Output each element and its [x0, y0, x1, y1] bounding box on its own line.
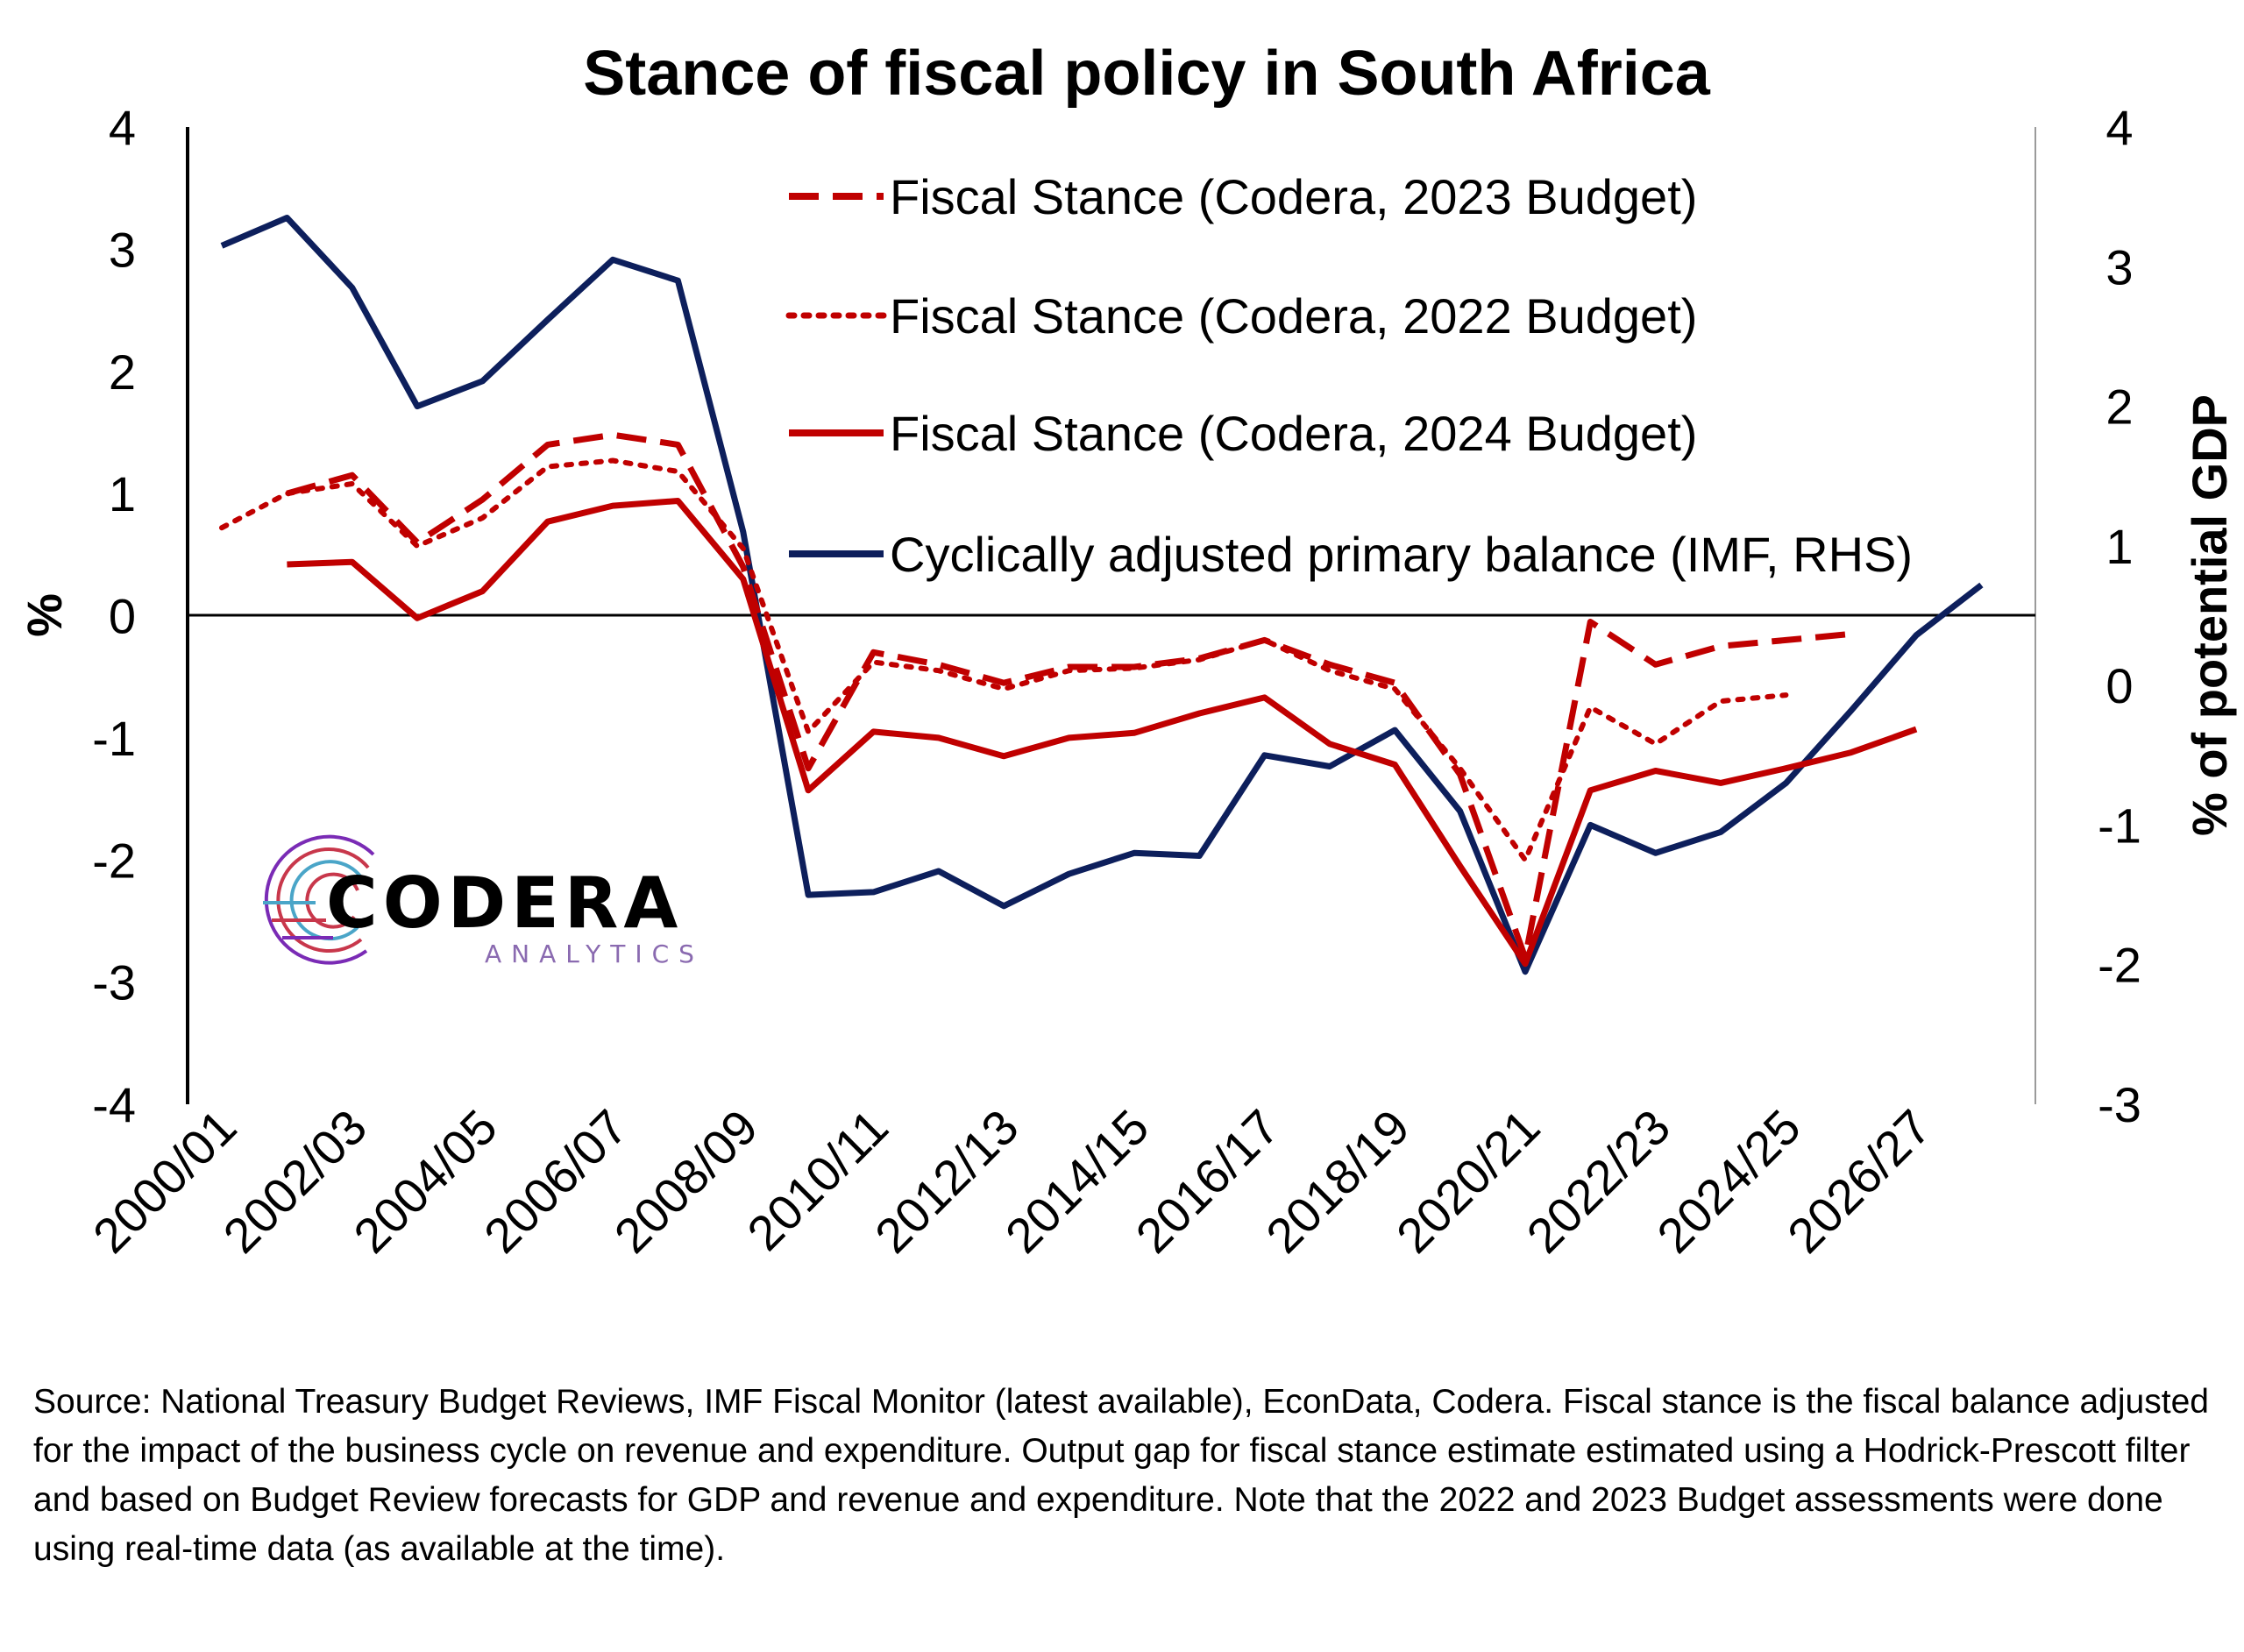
- x-tick-label: 2022/23: [1516, 1099, 1680, 1264]
- x-tick-label: 2002/03: [212, 1099, 377, 1264]
- x-tick-label: 2016/17: [1125, 1099, 1289, 1264]
- series-line: [219, 457, 1789, 863]
- legend-label: Fiscal Stance (Codera, 2023 Budget): [890, 169, 1697, 224]
- series-line: [220, 215, 1984, 975]
- legend-label: Cyclically adjusted primary balance (IMF…: [890, 527, 1913, 582]
- left-tick-label: -4: [92, 1077, 136, 1132]
- right-tick-label: 0: [2106, 658, 2133, 713]
- left-tick-labels: 4 3 2 1 0 -1 -2 -3 -4: [92, 100, 136, 1132]
- left-tick-label: -1: [92, 711, 136, 766]
- x-tick-label: 2024/25: [1646, 1099, 1811, 1264]
- series-layer: [219, 215, 1984, 975]
- right-tick-labels: 4 3 2 1 0 -1 -2 -3: [2098, 100, 2141, 1132]
- chart: Stance of fiscal policy in South Africa …: [17, 39, 2237, 1264]
- logo-text: CODERA: [326, 862, 683, 944]
- right-tick-label: 2: [2106, 379, 2133, 435]
- right-tick-label: 3: [2106, 239, 2133, 294]
- left-tick-label: 4: [109, 100, 136, 155]
- legend-label: Fiscal Stance (Codera, 2024 Budget): [890, 406, 1697, 461]
- chart-title: Stance of fiscal policy in South Africa: [583, 39, 1711, 109]
- codera-logo: CODERA ANALYTICS: [263, 834, 704, 968]
- right-tick-label: 1: [2106, 519, 2133, 574]
- x-tick-label: 2020/21: [1386, 1099, 1551, 1264]
- series-line: [286, 431, 1852, 961]
- x-tick-label: 2008/09: [604, 1099, 769, 1264]
- left-tick-label: 2: [109, 344, 136, 400]
- right-tick-label: -3: [2098, 1077, 2141, 1132]
- x-tick-label: 2018/19: [1255, 1099, 1420, 1264]
- right-axis-title: % of potential GDP: [2182, 394, 2237, 836]
- right-tick-label: -1: [2098, 798, 2141, 853]
- x-tick-labels: 2000/012002/032004/052006/072008/092010/…: [82, 1099, 1942, 1264]
- legend-label: Fiscal Stance (Codera, 2022 Budget): [890, 288, 1697, 344]
- x-tick-label: 2026/27: [1777, 1099, 1942, 1264]
- logo-subtext: ANALYTICS: [485, 939, 704, 968]
- left-axis-title: %: [17, 593, 72, 637]
- x-tick-label: 2006/07: [473, 1099, 638, 1264]
- right-tick-label: -2: [2098, 938, 2141, 993]
- right-tick-label: 4: [2106, 100, 2133, 155]
- x-tick-label: 2010/11: [736, 1099, 898, 1261]
- left-tick-label: 1: [109, 466, 136, 521]
- left-tick-label: -2: [92, 833, 136, 888]
- x-tick-label: 2004/05: [343, 1099, 508, 1264]
- legend: Fiscal Stance (Codera, 2023 Budget) Fisca…: [785, 169, 1913, 582]
- left-tick-label: 3: [109, 222, 136, 277]
- x-tick-label: 2012/13: [864, 1099, 1029, 1264]
- left-tick-label: 0: [109, 589, 136, 644]
- series-line: [287, 498, 1918, 968]
- logo-ring-icon: [263, 834, 375, 965]
- x-tick-label: 2014/15: [995, 1099, 1160, 1264]
- left-tick-label: -3: [92, 955, 136, 1010]
- source-note: Source: National Treasury Budget Reviews…: [33, 1383, 2209, 1568]
